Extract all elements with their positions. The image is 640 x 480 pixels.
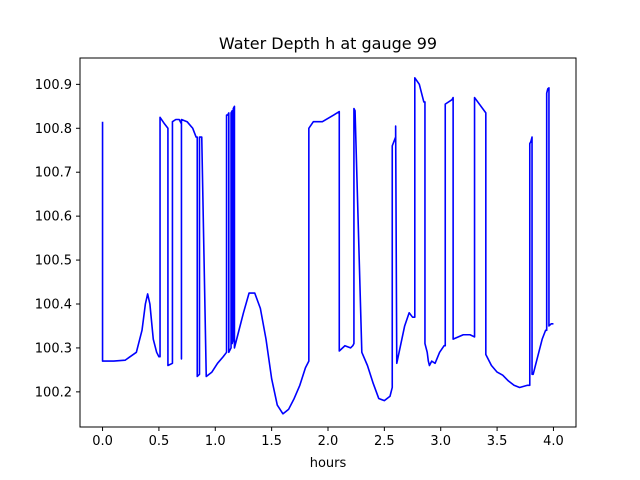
y-axis: 100.2 100.3 100.4 100.5 100.6 100.7 100.8 100.9 <box>35 78 80 400</box>
x-tick-label: 0.5 <box>149 434 170 449</box>
y-tick-label: 100.2 <box>35 385 72 400</box>
x-tick-label: 1.5 <box>261 434 282 449</box>
x-tick-label: 0.0 <box>92 434 113 449</box>
x-axis: 0.0 0.5 1.0 1.5 2.0 2.5 3.0 3.5 4.0 <box>92 427 564 449</box>
y-tick-label: 100.8 <box>35 122 72 137</box>
x-tick-label: 2.0 <box>318 434 339 449</box>
y-tick-label: 100.5 <box>35 254 72 269</box>
y-tick-label: 100.6 <box>35 210 72 225</box>
series-line-0 <box>101 76 554 415</box>
x-tick-label: 3.5 <box>487 434 508 449</box>
x-tick-label: 3.0 <box>430 434 451 449</box>
y-tick-label: 100.4 <box>35 298 72 313</box>
plot-area-frame <box>79 57 577 428</box>
x-tick-label: 4.0 <box>543 434 564 449</box>
series-layer <box>101 76 554 415</box>
x-tick-label: 2.5 <box>374 434 395 449</box>
y-tick-label: 100.7 <box>35 166 72 181</box>
y-tick-label: 100.3 <box>35 341 72 356</box>
y-tick-label: 100.9 <box>35 78 72 93</box>
x-tick-label: 1.0 <box>205 434 226 449</box>
x-axis-title: hours <box>310 456 347 471</box>
chart-title: Water Depth h at gauge 99 <box>219 34 437 53</box>
